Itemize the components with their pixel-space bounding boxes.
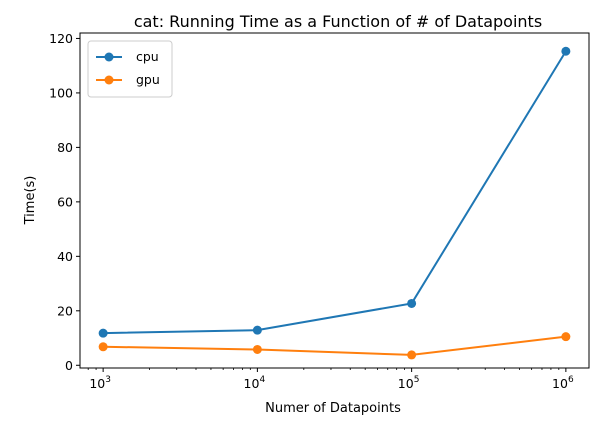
legend: cpu gpu: [87, 40, 173, 98]
x-axis-label: Numer of Datapoints: [265, 401, 401, 416]
x-axis: 103 104 105 106: [87, 368, 574, 391]
x-tick-exponent: 3: [105, 375, 111, 385]
x-tick-label: 106: [552, 375, 574, 391]
data-point-cpu: [98, 328, 108, 338]
data-point-cpu: [407, 298, 417, 308]
y-tick-label: 40: [57, 249, 73, 264]
legend-label-cpu: cpu: [136, 49, 159, 64]
data-point-gpu: [561, 332, 571, 342]
legend-marker-gpu: [104, 75, 114, 85]
legend-marker-cpu: [104, 52, 114, 62]
y-axis: 0 20 40 60 80 100 120: [49, 31, 80, 373]
x-tick-label: 103: [89, 375, 111, 391]
x-tick-exponent: 4: [259, 375, 265, 385]
y-tick-label: 0: [65, 358, 73, 373]
x-tick-exponent: 5: [414, 375, 420, 385]
data-point-cpu: [561, 46, 571, 56]
y-tick-label: 80: [57, 140, 73, 155]
y-tick-label: 120: [49, 31, 73, 46]
legend-label-gpu: gpu: [136, 72, 160, 87]
x-tick-base: 10: [398, 376, 414, 391]
data-point-gpu: [98, 342, 108, 352]
y-tick-label: 100: [49, 85, 73, 100]
data-point-gpu: [252, 344, 262, 354]
y-tick-label: 60: [57, 194, 73, 209]
series-line-cpu: [103, 50, 567, 335]
x-tick-label: 104: [244, 375, 266, 391]
x-tick-base: 10: [244, 376, 260, 391]
legend-box: [87, 40, 173, 98]
y-axis-label: Time(s): [23, 176, 38, 226]
x-tick-base: 10: [552, 376, 568, 391]
series-line-gpu: [103, 335, 566, 356]
plot-area-frame: [79, 32, 590, 369]
x-tick-label: 105: [398, 375, 420, 391]
chart-title: cat: Running Time as a Function of # of …: [134, 12, 542, 31]
y-tick-label: 20: [57, 303, 73, 318]
x-tick-base: 10: [89, 376, 105, 391]
x-tick-exponent: 6: [568, 375, 574, 385]
data-point-gpu: [407, 350, 417, 360]
series-layer: [98, 46, 571, 360]
data-point-cpu: [252, 325, 262, 335]
